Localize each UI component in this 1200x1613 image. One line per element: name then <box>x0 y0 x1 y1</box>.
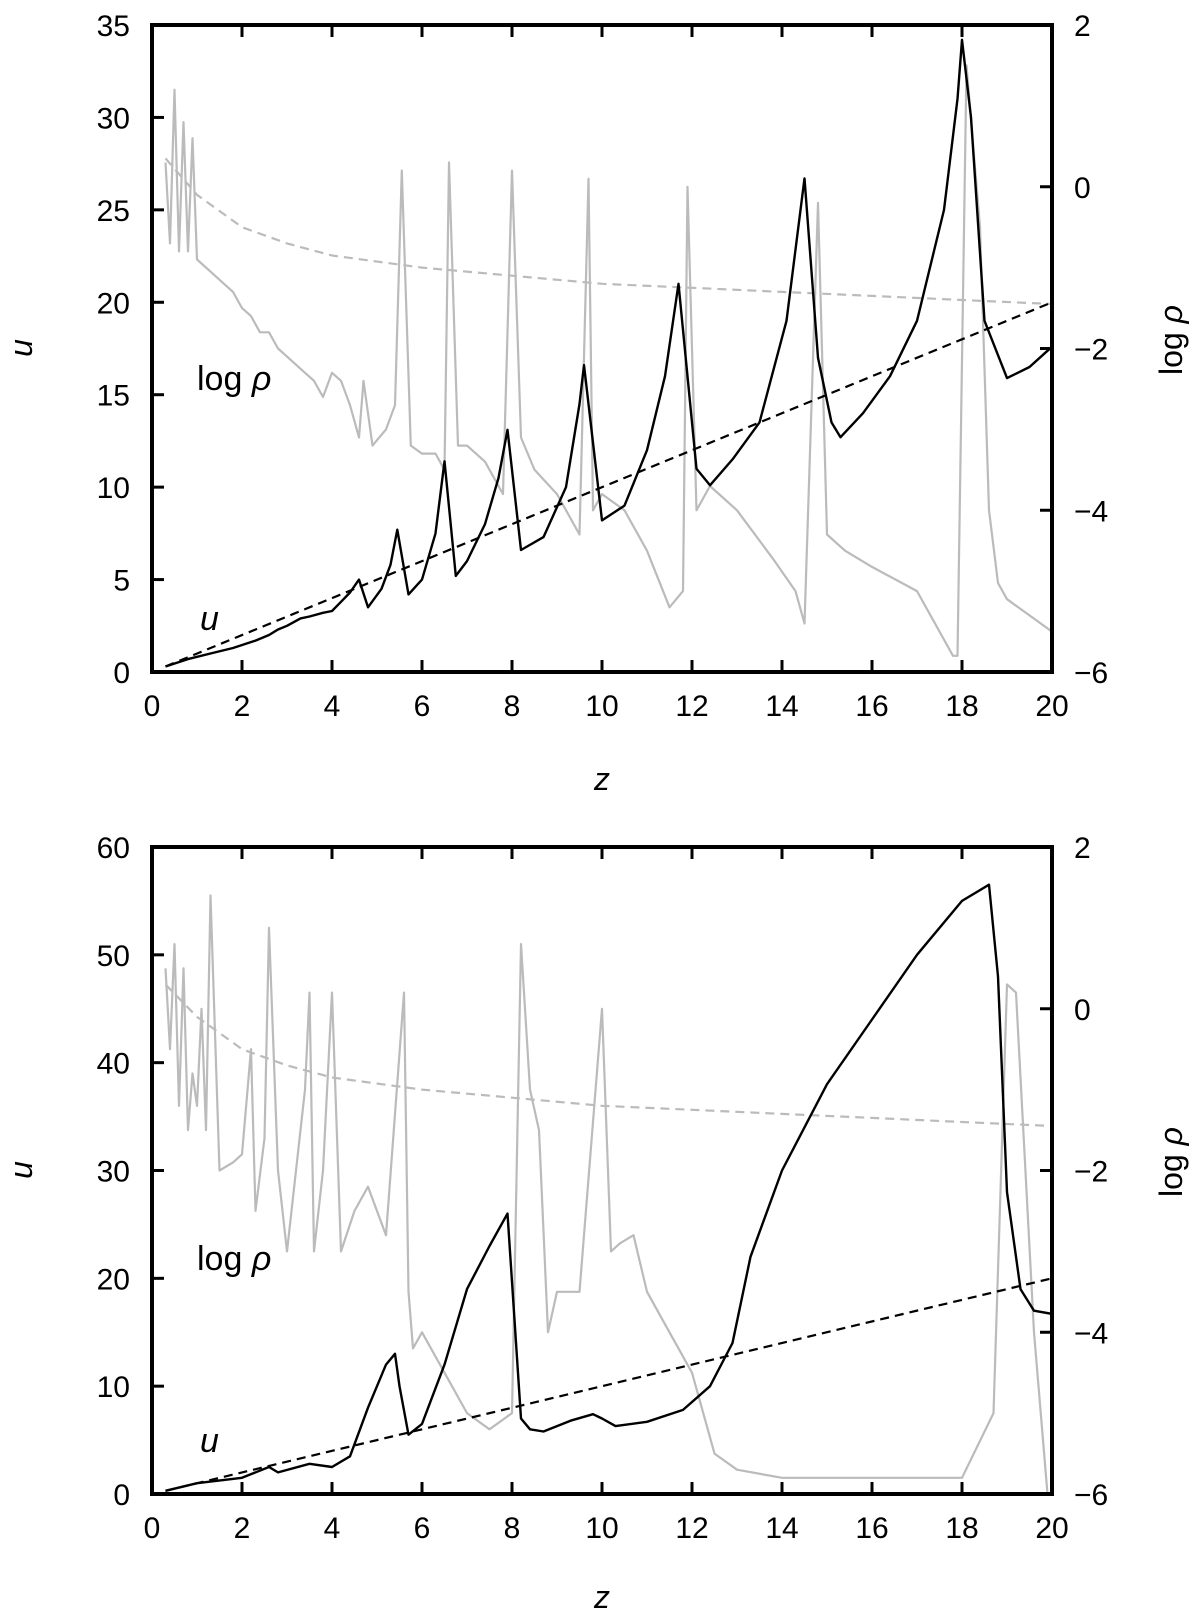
annotation-logrho: log ρ <box>197 360 271 398</box>
y-right-label-symbol: ρ <box>1153 1127 1189 1146</box>
x-tick-label: 6 <box>414 1512 431 1545</box>
y-left-axis-label: u <box>3 339 39 357</box>
y-right-tick-label: −2 <box>1074 1156 1108 1189</box>
y-right-tick-label: 0 <box>1074 172 1091 205</box>
x-axis-label: z <box>593 761 610 797</box>
x-tick-label: 12 <box>675 1512 708 1545</box>
y-left-tick-label: 0 <box>113 1479 130 1512</box>
annotation-logrho-text: log <box>197 360 252 398</box>
x-tick-label: 18 <box>945 1512 978 1545</box>
y-left-tick-label: 30 <box>97 1156 130 1189</box>
y-right-label-text: log <box>1153 323 1189 375</box>
y-left-tick-label: 20 <box>97 287 130 320</box>
y-left-tick-label: 10 <box>97 1371 130 1404</box>
x-tick-label: 4 <box>324 1512 341 1545</box>
series-u-line <box>165 38 1052 668</box>
y-right-tick-label: 2 <box>1074 10 1091 43</box>
y-right-tick-label: −4 <box>1074 1317 1108 1350</box>
y-left-tick-label: 40 <box>97 1048 130 1081</box>
y-right-tick-label: 0 <box>1074 994 1091 1027</box>
annotation-logrho-symbol: ρ <box>251 360 271 398</box>
x-axis-label: z <box>593 1579 610 1613</box>
x-tick-label: 0 <box>144 690 161 723</box>
y-right-tick-label: 2 <box>1074 832 1091 865</box>
annotation-u: u <box>200 600 219 638</box>
series-log-reference-dashed-line <box>164 983 1052 1128</box>
plot-frame <box>150 845 1054 1496</box>
y-left-tick-label: 20 <box>97 1263 130 1296</box>
x-tick-label: 16 <box>855 690 888 723</box>
x-tick-label: 14 <box>765 690 798 723</box>
annotation-logrho-symbol: ρ <box>251 1240 271 1278</box>
y-left-tick-label: 10 <box>97 472 130 505</box>
x-tick-label: 6 <box>414 690 431 723</box>
x-tick-label: 10 <box>585 1512 618 1545</box>
annotation-logrho: log ρ <box>197 1240 271 1278</box>
y-left-tick-label: 25 <box>97 195 130 228</box>
x-tick-label: 20 <box>1035 1512 1068 1545</box>
y-left-tick-label: 50 <box>97 940 130 973</box>
y-right-label-symbol: ρ <box>1153 305 1189 324</box>
annotation-logrho-text: log <box>197 1240 252 1278</box>
y-left-tick-label: 60 <box>97 832 130 865</box>
y-right-tick-label: −6 <box>1074 1479 1108 1512</box>
x-tick-label: 12 <box>675 690 708 723</box>
x-tick-label: 2 <box>234 690 251 723</box>
y-right-tick-label: −2 <box>1074 334 1108 367</box>
x-tick-label: 20 <box>1035 690 1068 723</box>
x-tick-label: 4 <box>324 690 341 723</box>
series-u-reference-dashed-line <box>165 301 1052 668</box>
bottom-chart: 0 2 4 6 8 10 12 14 16 18 20 0 10 20 30 40 50 60 −6 −4 −2 0 2 z… <box>3 832 1189 1613</box>
annotation-u: u <box>200 1422 219 1460</box>
top-chart: 0 2 4 6 8 10 12 14 16 18 2005101520253035−6−4−202 … <box>3 10 1189 797</box>
series-log--line <box>164 64 1052 657</box>
y-right-label-text: log <box>1153 1145 1189 1197</box>
y-left-tick-label: 0 <box>113 657 130 690</box>
x-tick-label: 14 <box>765 1512 798 1545</box>
y-right-tick-label: −6 <box>1074 657 1108 690</box>
series-u-reference-dashed-line <box>165 1277 1052 1492</box>
x-tick-label: 0 <box>144 1512 161 1545</box>
y-left-tick-label: 15 <box>97 380 130 413</box>
x-tick-label: 8 <box>504 690 521 723</box>
x-tick-label: 18 <box>945 690 978 723</box>
y-right-axis-label: log ρ <box>1153 305 1189 375</box>
y-left-tick-label: 35 <box>97 10 130 43</box>
x-tick-label: 8 <box>504 1512 521 1545</box>
series-log--line <box>164 894 1049 1494</box>
x-tick-label: 10 <box>585 690 618 723</box>
y-right-tick-label: −4 <box>1074 495 1108 528</box>
series-log-reference-dashed-line <box>164 157 1052 306</box>
series-u-line <box>165 883 1052 1492</box>
y-left-tick-label: 30 <box>97 102 130 135</box>
y-right-axis-label: log ρ <box>1153 1127 1189 1197</box>
y-left-tick-label: 5 <box>113 565 130 598</box>
x-tick-label: 2 <box>234 1512 251 1545</box>
plot-frame <box>150 23 1054 674</box>
y-left-axis-label: u <box>3 1161 39 1179</box>
x-tick-label: 16 <box>855 1512 888 1545</box>
